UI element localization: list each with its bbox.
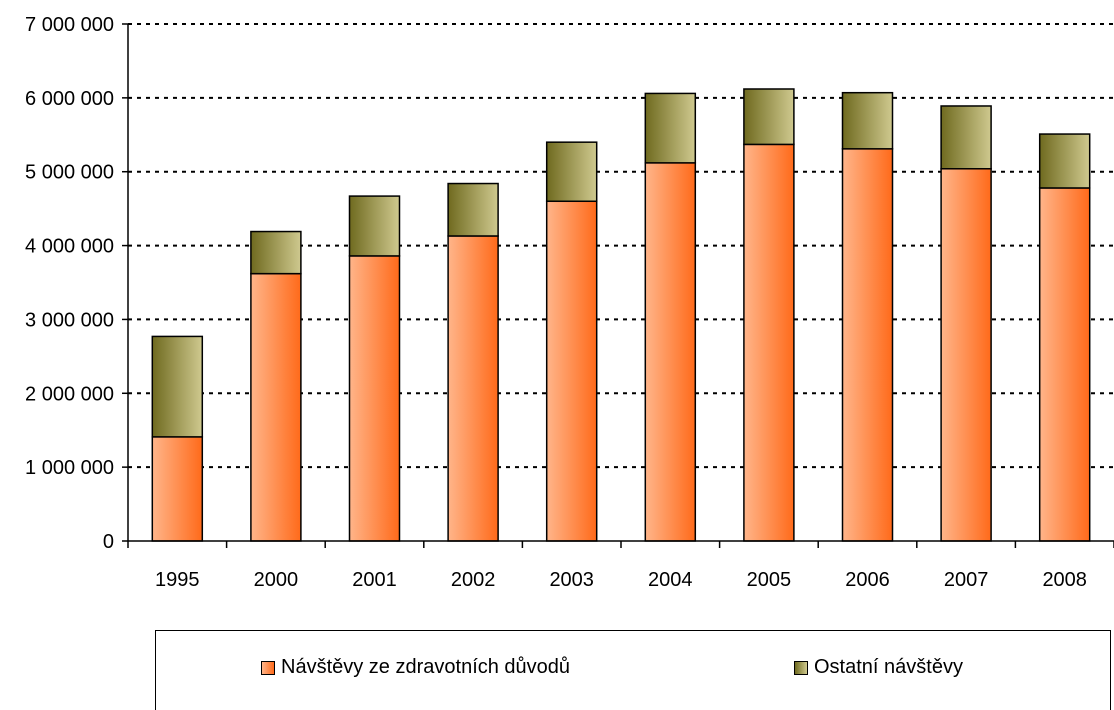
x-tick-label: 1995	[155, 569, 200, 591]
bar-other-visits	[250, 230, 302, 275]
legend-label-other-visits: Ostatní návštěvy	[814, 656, 963, 678]
bar-health-visits	[743, 143, 795, 542]
y-tick-label: 0	[103, 531, 114, 553]
x-tick-label: 2005	[747, 569, 792, 591]
bar-other-visits	[1038, 133, 1091, 189]
bar-other-visits	[545, 141, 598, 203]
legend-swatch-health-visits	[261, 660, 275, 675]
bar-health-visits	[250, 272, 302, 542]
bar-other-visits	[348, 195, 401, 257]
y-tick-label: 2 000 000	[25, 383, 114, 405]
bar-health-visits	[940, 168, 992, 542]
axes: 0 1 000 000 2 000 000 3 000 000 4 000 000 5 0…	[25, 14, 1114, 591]
x-tick-label: 2000	[254, 569, 299, 591]
bar-health-visits	[151, 436, 204, 542]
stacked-bar-chart: 0 1 000 000 2 000 000 3 000 000 4 000 000 5 0…	[25, 14, 1114, 591]
legend-swatch-other-visits	[794, 660, 808, 675]
bar-health-visits	[644, 162, 697, 542]
legend-item-other-visits: Ostatní návštěvy	[794, 656, 963, 679]
x-tick-label: 2008	[1042, 569, 1087, 591]
x-tick-label: 2006	[845, 569, 890, 591]
legend: Návštěvy ze zdravotních důvodů Ostatní n…	[155, 630, 1111, 710]
bars	[151, 88, 1091, 542]
bar-other-visits	[151, 335, 204, 438]
x-tick-label: 2003	[549, 569, 594, 591]
y-tick-label: 6 000 000	[25, 88, 114, 110]
y-tick-label: 5 000 000	[25, 162, 114, 184]
bar-health-visits	[447, 235, 499, 542]
bar-other-visits	[743, 88, 795, 146]
bar-health-visits	[545, 200, 598, 542]
bar-other-visits	[644, 92, 697, 164]
x-tick-label: 2004	[648, 569, 693, 591]
x-tick-label: 2001	[352, 569, 397, 591]
legend-label-health-visits: Návštěvy ze zdravotních důvodů	[281, 656, 571, 678]
y-tick-label: 7 000 000	[25, 14, 114, 36]
bar-health-visits	[841, 148, 894, 542]
bar-other-visits	[841, 91, 894, 150]
legend-item-health-visits: Návštěvy ze zdravotních důvodů	[261, 656, 570, 679]
bar-other-visits	[940, 105, 992, 170]
x-tick-label: 2007	[944, 569, 989, 591]
bar-health-visits	[1038, 187, 1091, 542]
y-tick-label: 4 000 000	[25, 236, 114, 258]
y-tick-label: 3 000 000	[25, 309, 114, 331]
bar-health-visits	[348, 255, 401, 542]
x-tick-label: 2002	[451, 569, 496, 591]
bar-other-visits	[447, 182, 499, 237]
y-tick-label: 1 000 000	[25, 457, 114, 479]
